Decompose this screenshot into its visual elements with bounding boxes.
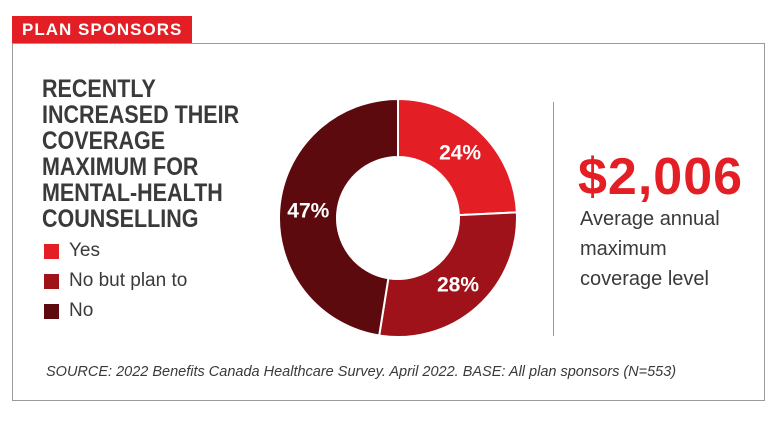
chart-title: RECENTLY INCREASED THEIR COVERAGE MAXIMU… — [42, 75, 240, 233]
legend-label-no: No — [69, 300, 94, 321]
legend-item-yes: Yes — [44, 236, 187, 266]
legend-swatch-no-but-plan-to — [44, 273, 59, 289]
donut-slices — [278, 97, 518, 338]
legend: Yes No but plan to No — [44, 236, 187, 326]
legend-label-yes: Yes — [69, 240, 100, 261]
legend-item-no-but-plan-to: No but plan to — [44, 266, 187, 296]
legend-item-no: No — [44, 296, 187, 326]
section-tag: PLAN SPONSORS — [12, 16, 193, 43]
legend-swatch-no — [44, 303, 59, 319]
stat-caption: Average annual maximum coverage level — [580, 208, 720, 290]
stat-value: $2,006 — [578, 148, 744, 206]
donut-slice-no-but-plan-to — [378, 211, 518, 338]
donut-value-label-no: 47% — [287, 199, 329, 222]
chart-frame — [12, 43, 765, 401]
legend-swatch-yes — [44, 243, 59, 259]
legend-label-no-but-plan-to: No but plan to — [69, 270, 188, 291]
donut-slice-yes — [397, 97, 518, 217]
vertical-divider — [553, 102, 554, 336]
donut-chart: 24% 28% 47% — [278, 97, 518, 338]
donut-value-labels: 24% 28% 47% — [287, 141, 481, 296]
donut-value-label-yes: 24% — [439, 141, 481, 164]
donut-value-label-no-but-plan-to: 28% — [437, 274, 479, 297]
donut-slice-no — [278, 97, 399, 337]
source-note: SOURCE: 2022 Benefits Canada Healthcare … — [46, 364, 677, 380]
